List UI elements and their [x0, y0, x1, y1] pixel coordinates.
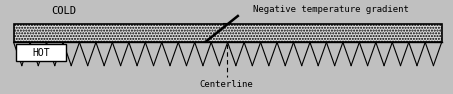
Text: HOT: HOT	[32, 48, 49, 58]
Text: Negative temperature gradient: Negative temperature gradient	[253, 5, 409, 14]
Bar	[14, 42, 442, 85]
Bar	[14, 24, 442, 42]
Text: Centerline: Centerline	[200, 80, 253, 89]
Bar	[16, 44, 66, 61]
Text: COLD: COLD	[51, 6, 76, 16]
